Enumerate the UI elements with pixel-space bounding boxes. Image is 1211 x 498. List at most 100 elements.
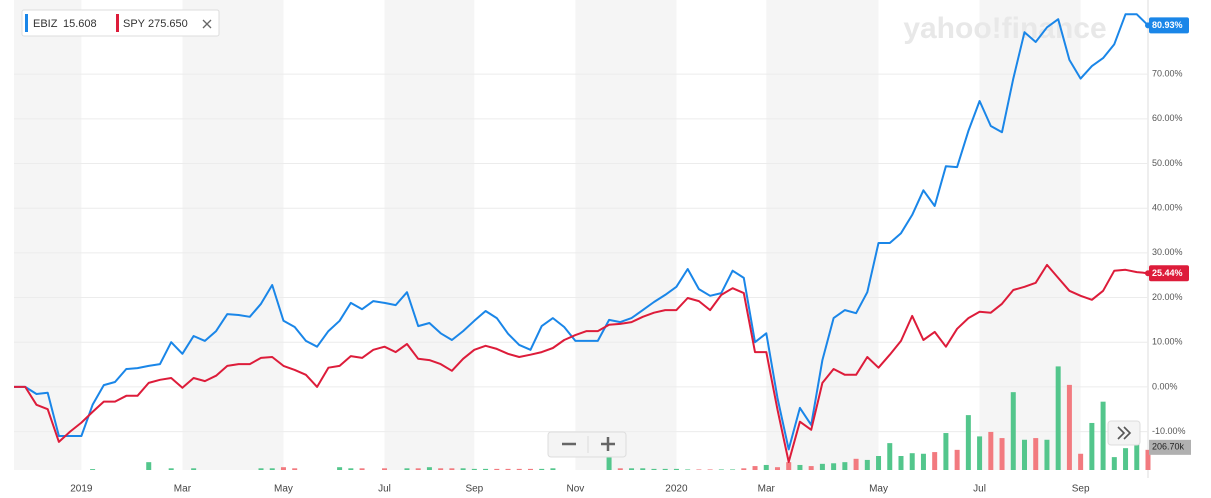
x-tick-label: Sep [1072, 484, 1090, 495]
volume-bar [1033, 438, 1039, 470]
volume-bar [449, 468, 455, 470]
y-tick-label: 10.00% [1152, 337, 1183, 347]
volume-bar [1123, 448, 1129, 470]
legend-label: EBIZ [33, 18, 58, 30]
y-tick-label: -10.00% [1152, 426, 1186, 436]
x-tick-label: Jul [378, 484, 391, 495]
volume-bar [146, 462, 152, 470]
volume-bar [258, 468, 264, 470]
volume-bar [1134, 442, 1140, 470]
end-label-box [1149, 265, 1189, 282]
volume-bar [808, 466, 814, 470]
volume-bar [662, 468, 668, 470]
volume-bar [1089, 422, 1095, 470]
remove-button[interactable] [202, 19, 212, 29]
band [979, 0, 1081, 470]
volume-bar [460, 468, 466, 470]
legend-label: SPY [123, 18, 146, 30]
band [182, 0, 284, 470]
x-tick-label: Mar [758, 484, 776, 495]
scroll-icon[interactable] [1117, 426, 1132, 440]
volume-bar [954, 449, 960, 470]
watermark: yahoo!finance [903, 12, 1106, 45]
volume-bar [887, 443, 893, 470]
volume-bar [280, 467, 286, 470]
volume-bar [539, 468, 545, 470]
volume-bar [696, 469, 702, 470]
x-tick-label: May [274, 484, 293, 495]
legend-swatch [25, 14, 28, 32]
volume-bar [774, 467, 780, 470]
volume-bar [685, 469, 691, 470]
legend: EBIZ 15.608 SPY 275.650 [21, 9, 220, 37]
zoom-in[interactable] [601, 437, 615, 451]
volume-bar [831, 463, 837, 470]
volume-bar [943, 433, 949, 470]
volume-bar [853, 458, 859, 470]
x-tick-label: Mar [174, 484, 192, 495]
volume-bar [909, 453, 915, 470]
volume-bar [494, 468, 500, 470]
volume-bar [842, 462, 848, 470]
volume-bar [606, 454, 612, 470]
legend-price: 15.608 [63, 18, 97, 30]
axis: -10.00% 0.00% 10.00% 20.00% 30.00% 40.00% 50.0… [70, 17, 1191, 495]
volume-bar [1111, 457, 1117, 470]
volume-bar [359, 468, 365, 470]
volume-bar [1145, 449, 1151, 470]
end-label: 25.44% [1152, 268, 1183, 278]
volume-bar [505, 468, 511, 470]
volume-bar [415, 468, 421, 470]
volume-bar [617, 468, 623, 470]
lines [14, 13, 1151, 463]
volume-bar [965, 415, 971, 470]
volume-bar [718, 469, 724, 470]
volume-bar [797, 464, 803, 470]
legend-box [21, 9, 220, 37]
legend-swatch [116, 14, 119, 32]
volume-bar [516, 468, 522, 470]
band [766, 0, 879, 470]
volume-bar [752, 466, 758, 470]
volume-bar [527, 468, 533, 470]
volume-bar [550, 468, 556, 470]
volume-bar [404, 468, 410, 470]
x-tick-label: 2019 [70, 484, 93, 495]
volume-bar [1010, 392, 1016, 470]
volume-bar [1100, 401, 1106, 470]
scroll-button[interactable] [1107, 420, 1141, 446]
zoom-box [547, 431, 627, 458]
grid [14, 73, 1148, 433]
volume-bar [471, 468, 477, 470]
volume-bar [673, 468, 679, 470]
end-label: 80.93% [1152, 20, 1183, 30]
x-tick-label: May [869, 484, 888, 495]
y-tick-label: 40.00% [1152, 203, 1183, 213]
volume-bar [191, 468, 197, 470]
volume-bar [932, 452, 938, 470]
volume-tick-label: 206.70k [1152, 442, 1185, 452]
y-tick-label: 60.00% [1152, 113, 1183, 123]
x-tick-label: 2020 [665, 484, 688, 495]
volume-bar [999, 438, 1005, 470]
volume-bar [977, 436, 983, 470]
volume-bar [426, 467, 432, 470]
x-tick-label: Jul [973, 484, 986, 495]
volume-bar [382, 468, 388, 470]
volume-bar [1044, 439, 1050, 470]
background-bands [14, 0, 1149, 478]
end-label-box [1149, 17, 1189, 34]
volume-bar [337, 467, 343, 470]
volume-bar [1066, 384, 1072, 470]
volume-bar [1021, 439, 1027, 470]
volume-bar [741, 468, 747, 470]
volume-tick-box [1149, 439, 1191, 455]
y-tick-label: 0.00% [1152, 381, 1178, 391]
y-tick-label: 50.00% [1152, 158, 1183, 168]
volume [90, 366, 1151, 470]
volume-bar [1055, 366, 1061, 470]
volume-bar [864, 459, 870, 470]
series-line [14, 13, 1149, 451]
volume-bar [348, 468, 354, 470]
